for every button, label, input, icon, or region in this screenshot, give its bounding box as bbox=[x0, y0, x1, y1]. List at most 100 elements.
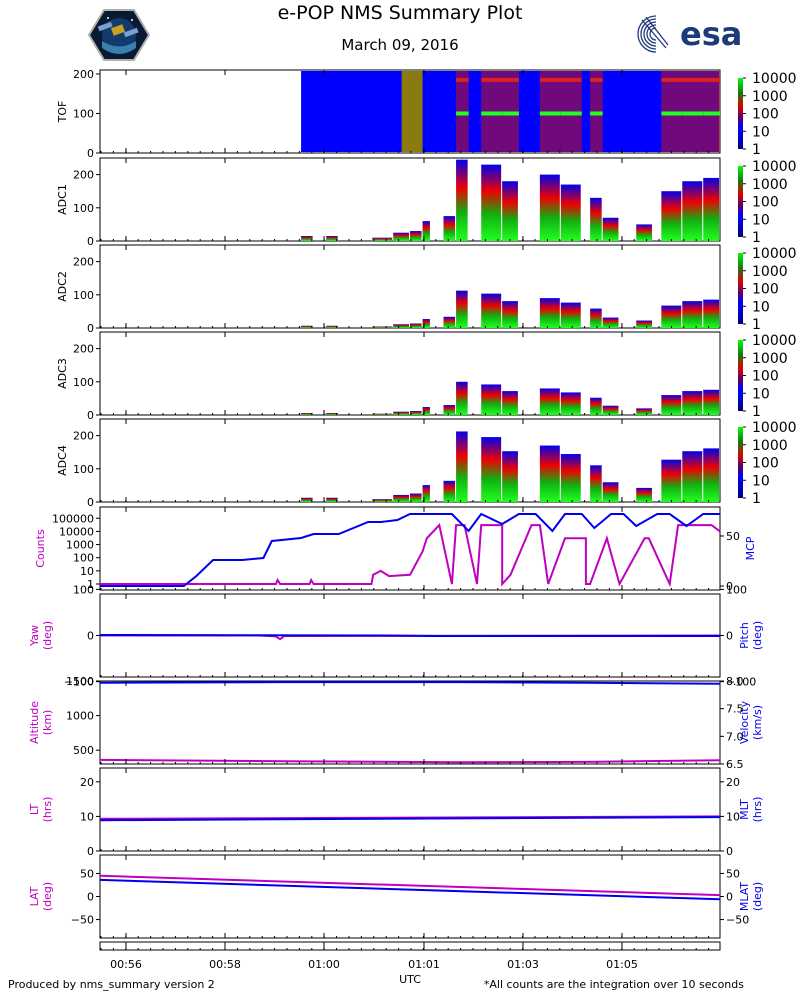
series-line-magenta bbox=[99, 874, 721, 897]
ytick-right-label: 8.0 bbox=[726, 675, 744, 688]
adc-burst bbox=[326, 325, 338, 328]
ytick-label: 100 bbox=[73, 202, 94, 215]
ytick-label: 200 bbox=[73, 68, 94, 81]
series-line-blue bbox=[99, 681, 721, 685]
adc-burst bbox=[636, 320, 652, 328]
right-axis-label: MLAT bbox=[738, 882, 751, 912]
esa-logo-icon: esa bbox=[637, 15, 742, 53]
ytick-right-label: 6.5 bbox=[726, 758, 744, 771]
adc-burst bbox=[481, 164, 502, 241]
ytick-label: 100000 bbox=[52, 512, 94, 525]
colorbar-tick-label: 10000 bbox=[752, 71, 797, 87]
series-line-magenta bbox=[100, 523, 721, 588]
ytick-label: 200 bbox=[73, 256, 94, 269]
colorbar-tick-label: 100 bbox=[752, 107, 779, 123]
ytick-label: 100 bbox=[73, 376, 94, 389]
tof-main-line bbox=[682, 111, 704, 116]
adc-burst bbox=[481, 384, 502, 415]
adc-burst bbox=[560, 392, 581, 415]
panel-frame-4 bbox=[99, 418, 721, 503]
colorbar-tick-label: 10 bbox=[752, 124, 770, 140]
adc-burst bbox=[456, 381, 468, 415]
adc-burst bbox=[602, 405, 619, 415]
tof-upper-line bbox=[661, 77, 683, 82]
ytick-right-label: 7.0 bbox=[726, 730, 744, 743]
left-axis-label: (deg) bbox=[41, 882, 54, 911]
right-axis-label: Velocity bbox=[738, 700, 751, 744]
tof-upper-line bbox=[539, 77, 561, 82]
adc-burst bbox=[422, 407, 430, 415]
colorbar-tof bbox=[738, 78, 743, 149]
colorbar-tick-label: 1 bbox=[752, 491, 761, 507]
ytick-label: 100 bbox=[73, 289, 94, 302]
right-axis-label: Pitch bbox=[738, 622, 751, 649]
ytick-label: 10 bbox=[80, 565, 94, 578]
tof-upper-line bbox=[502, 77, 519, 82]
left-axis-label: (deg) bbox=[41, 621, 54, 650]
ytick-right-label: 100 bbox=[726, 583, 747, 596]
colorbar-tick-label: 10 bbox=[752, 212, 770, 228]
adc-burst bbox=[502, 181, 518, 241]
ytick-right-label: 7.5 bbox=[726, 703, 744, 716]
ytick-label: 0 bbox=[87, 147, 94, 160]
adc-burst bbox=[422, 319, 430, 328]
tof-upper-line bbox=[456, 77, 469, 82]
adc-burst bbox=[326, 497, 338, 502]
series-line-blue bbox=[99, 878, 721, 901]
adc-burst bbox=[682, 181, 703, 241]
esa-logo-text: esa bbox=[680, 15, 742, 53]
colorbar-tick-label: 10000 bbox=[752, 159, 797, 175]
ytick-label: −100 bbox=[64, 676, 94, 689]
ytick-label: 100 bbox=[73, 583, 94, 596]
right-axis-label: (deg) bbox=[751, 882, 764, 911]
ylabel-adc1: ADC1 bbox=[56, 184, 69, 215]
colorbar-tick-label: 10000 bbox=[752, 333, 797, 349]
right-axis-label: (km/s) bbox=[751, 705, 764, 740]
right-axis-label: (deg) bbox=[751, 621, 764, 650]
adc-burst bbox=[422, 485, 430, 502]
adc-burst bbox=[560, 454, 581, 502]
ytick-label: 0 bbox=[87, 409, 94, 422]
ytick-label: 1000 bbox=[66, 710, 94, 723]
series-line-blue bbox=[100, 512, 720, 587]
adc-burst bbox=[372, 499, 393, 502]
right-axis-label: (hrs) bbox=[751, 797, 764, 823]
tof-main-line bbox=[590, 111, 603, 116]
panel-frame-2 bbox=[99, 244, 721, 329]
ytick-label: 0 bbox=[87, 322, 94, 335]
adc-burst bbox=[393, 232, 409, 241]
plot-title: e-POP NMS Summary Plot bbox=[277, 2, 523, 24]
panel-frame-7 bbox=[99, 680, 721, 765]
epop-mission-logo-icon bbox=[88, 9, 150, 61]
colorbar-tick-label: 1000 bbox=[752, 89, 788, 105]
ytick-label: 50 bbox=[80, 867, 94, 880]
x-axis-label: UTC bbox=[399, 973, 421, 986]
ytick-label: 0 bbox=[87, 496, 94, 509]
ytick-label: 1000 bbox=[66, 539, 94, 552]
colorbar-tick-label: 1 bbox=[752, 404, 761, 420]
adc-burst bbox=[636, 408, 652, 415]
adc-burst bbox=[443, 405, 456, 415]
adc-burst bbox=[602, 217, 619, 241]
adc-burst bbox=[590, 308, 602, 328]
adc-burst bbox=[481, 437, 502, 502]
colorbar-tick-label: 100 bbox=[752, 369, 779, 385]
colorbar-tick-label: 1 bbox=[752, 142, 761, 158]
x-tick-label: 00:58 bbox=[209, 958, 241, 971]
adc-burst bbox=[703, 299, 719, 328]
adc-burst bbox=[443, 216, 456, 241]
ytick-label: −50 bbox=[71, 914, 94, 927]
adc-burst bbox=[560, 302, 581, 328]
adc-burst bbox=[661, 305, 682, 328]
colorbar-tick-label: 10 bbox=[752, 386, 770, 402]
adc-burst bbox=[301, 497, 313, 502]
adc-burst bbox=[372, 413, 393, 415]
adc-burst bbox=[393, 494, 409, 502]
tof-upper-line bbox=[682, 77, 704, 82]
tof-main-line bbox=[502, 111, 519, 116]
x-tick-label: 01:05 bbox=[606, 958, 638, 971]
colorbar-tick-label: 10 bbox=[752, 473, 770, 489]
adc-burst bbox=[422, 221, 430, 241]
ytick-label: 10000 bbox=[59, 525, 94, 538]
ytick-label: 500 bbox=[73, 744, 94, 757]
